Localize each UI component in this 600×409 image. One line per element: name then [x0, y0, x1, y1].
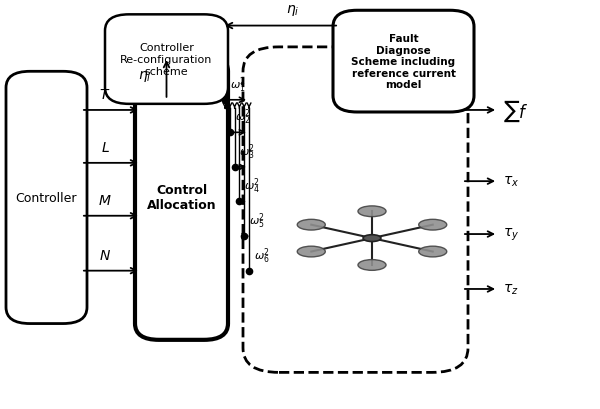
Ellipse shape — [297, 247, 325, 257]
FancyBboxPatch shape — [243, 48, 468, 373]
Text: $M$: $M$ — [98, 193, 112, 207]
Text: $\eta_i$: $\eta_i$ — [138, 69, 151, 84]
Text: Controller
Re-configuration
scheme: Controller Re-configuration scheme — [121, 43, 212, 76]
FancyBboxPatch shape — [135, 56, 228, 340]
Text: Control
Allocation: Control Allocation — [146, 184, 217, 212]
Ellipse shape — [297, 220, 325, 231]
Text: $T$: $T$ — [100, 88, 110, 102]
Text: $\omega_1^2$: $\omega_1^2$ — [230, 75, 246, 94]
Text: $\omega_3^2$: $\omega_3^2$ — [239, 142, 256, 162]
Ellipse shape — [363, 235, 381, 242]
Text: $\tau_z$: $\tau_z$ — [503, 282, 518, 297]
Text: $\sum f$: $\sum f$ — [503, 98, 529, 123]
FancyBboxPatch shape — [6, 72, 87, 324]
Ellipse shape — [419, 220, 447, 231]
Text: $\tau_y$: $\tau_y$ — [503, 226, 519, 243]
FancyBboxPatch shape — [333, 11, 474, 113]
Ellipse shape — [358, 260, 386, 271]
Text: $\omega_2^2$: $\omega_2^2$ — [235, 108, 251, 127]
Text: $\omega_6^2$: $\omega_6^2$ — [254, 245, 270, 265]
Text: $\tau_x$: $\tau_x$ — [503, 175, 519, 189]
Text: $\omega_4^2$: $\omega_4^2$ — [244, 176, 260, 196]
Ellipse shape — [358, 207, 386, 217]
Text: Fault
Diagnose
Scheme including
reference current
model: Fault Diagnose Scheme including referenc… — [352, 34, 455, 90]
FancyBboxPatch shape — [105, 15, 228, 105]
Ellipse shape — [419, 247, 447, 257]
Text: $\eta_i$: $\eta_i$ — [286, 3, 299, 18]
Text: $\omega_5^2$: $\omega_5^2$ — [249, 211, 265, 230]
Text: $N$: $N$ — [99, 248, 111, 262]
Text: Controller: Controller — [16, 191, 77, 204]
Text: $L$: $L$ — [101, 141, 109, 155]
